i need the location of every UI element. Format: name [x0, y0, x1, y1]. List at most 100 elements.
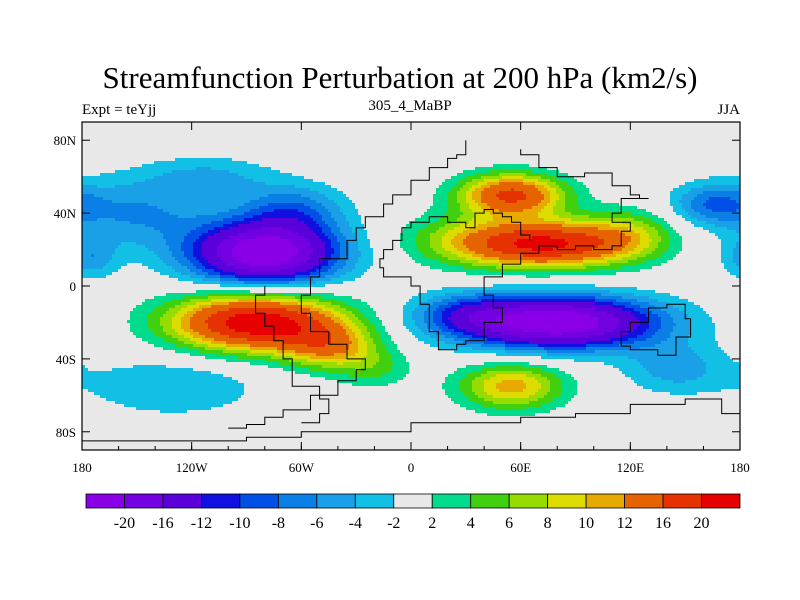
contour-cell	[166, 257, 170, 261]
contour-cell	[94, 200, 98, 204]
contour-cell	[106, 317, 110, 321]
contour-cell	[145, 338, 149, 342]
contour-cell	[154, 185, 158, 189]
contour-cell	[175, 371, 179, 375]
contour-cell	[136, 206, 140, 210]
contour-cell	[190, 242, 194, 246]
contour-cell	[133, 353, 137, 357]
contour-cell	[187, 386, 191, 390]
contour-cell	[187, 203, 191, 207]
contour-cell	[109, 341, 113, 345]
contour-cell	[88, 386, 92, 390]
contour-cell	[109, 386, 113, 390]
contour-cell	[121, 143, 125, 147]
contour-cell	[139, 446, 143, 450]
contour-cell	[160, 422, 164, 426]
contour-cell	[88, 254, 92, 258]
contour-cell	[139, 140, 143, 144]
contour-cell	[169, 326, 173, 330]
contour-cell	[166, 224, 170, 228]
contour-cell	[202, 311, 206, 315]
contour-cell	[94, 242, 98, 246]
contour-cell	[199, 230, 203, 234]
contour-cell	[154, 332, 158, 336]
contour-cell	[166, 233, 170, 237]
contour-cell	[88, 398, 92, 402]
contour-cell	[133, 125, 137, 129]
contour-cell	[118, 386, 122, 390]
contour-cell	[154, 416, 158, 420]
contour-cell	[169, 293, 173, 297]
contour-cell	[118, 125, 122, 129]
contour-cell	[136, 392, 140, 396]
contour-cell	[175, 170, 179, 174]
contour-cell	[214, 386, 218, 390]
contour-cell	[169, 410, 173, 414]
contour-cell	[211, 443, 215, 447]
contour-cell	[184, 362, 188, 366]
contour-cell	[106, 368, 110, 372]
season-label: JJA	[717, 102, 740, 119]
contour-cell	[124, 428, 128, 432]
contour-cell	[145, 194, 149, 198]
contour-cell	[214, 209, 218, 213]
contour-cell	[112, 263, 116, 267]
contour-cell	[91, 380, 95, 384]
contour-cell	[205, 317, 209, 321]
contour-cell	[214, 380, 218, 384]
contour-cell	[196, 440, 200, 444]
contour-cell	[211, 326, 215, 330]
contour-cell	[103, 254, 107, 258]
contour-cell	[106, 245, 110, 249]
contour-cell	[142, 191, 146, 195]
contour-cell	[85, 200, 89, 204]
contour-cell	[91, 245, 95, 249]
contour-cell	[112, 155, 116, 159]
contour-cell	[139, 161, 143, 165]
contour-cell	[187, 158, 191, 162]
contour-cell	[208, 170, 212, 174]
contour-cell	[166, 191, 170, 195]
contour-cell	[196, 413, 200, 417]
contour-cell	[109, 266, 113, 270]
contour-cell	[163, 275, 167, 279]
contour-cell	[214, 323, 218, 327]
contour-cell	[115, 413, 119, 417]
contour-cell	[175, 167, 179, 171]
contour-cell	[121, 233, 125, 237]
contour-cell	[178, 212, 182, 216]
contour-cell	[91, 338, 95, 342]
contour-cell	[184, 281, 188, 285]
contour-cell	[181, 197, 185, 201]
contour-cell	[112, 254, 116, 258]
contour-cell	[172, 122, 176, 126]
contour-cell	[175, 329, 179, 333]
contour-cell	[94, 257, 98, 261]
contour-cell	[190, 311, 194, 315]
contour-cell	[142, 341, 146, 345]
contour-cell	[217, 188, 221, 192]
contour-cell	[100, 155, 104, 159]
contour-cell	[133, 224, 137, 228]
contour-cell	[142, 149, 146, 153]
contour-cell	[145, 143, 149, 147]
contour-cell	[118, 194, 122, 198]
contour-cell	[169, 401, 173, 405]
contour-cell	[103, 146, 107, 150]
contour-cell	[127, 122, 131, 126]
contour-cell	[121, 197, 125, 201]
contour-cell	[136, 212, 140, 216]
contour-cell	[202, 227, 206, 231]
contour-cell	[94, 302, 98, 306]
contour-cell	[154, 242, 158, 246]
contour-cell	[160, 371, 164, 375]
contour-cell	[214, 242, 218, 246]
contour-cell	[187, 266, 191, 270]
contour-cell	[145, 269, 149, 273]
contour-cell	[202, 314, 206, 318]
contour-cell	[172, 410, 176, 414]
contour-cell	[187, 329, 191, 333]
contour-cell	[97, 263, 101, 267]
contour-cell	[91, 227, 95, 231]
contour-cell	[196, 383, 200, 387]
